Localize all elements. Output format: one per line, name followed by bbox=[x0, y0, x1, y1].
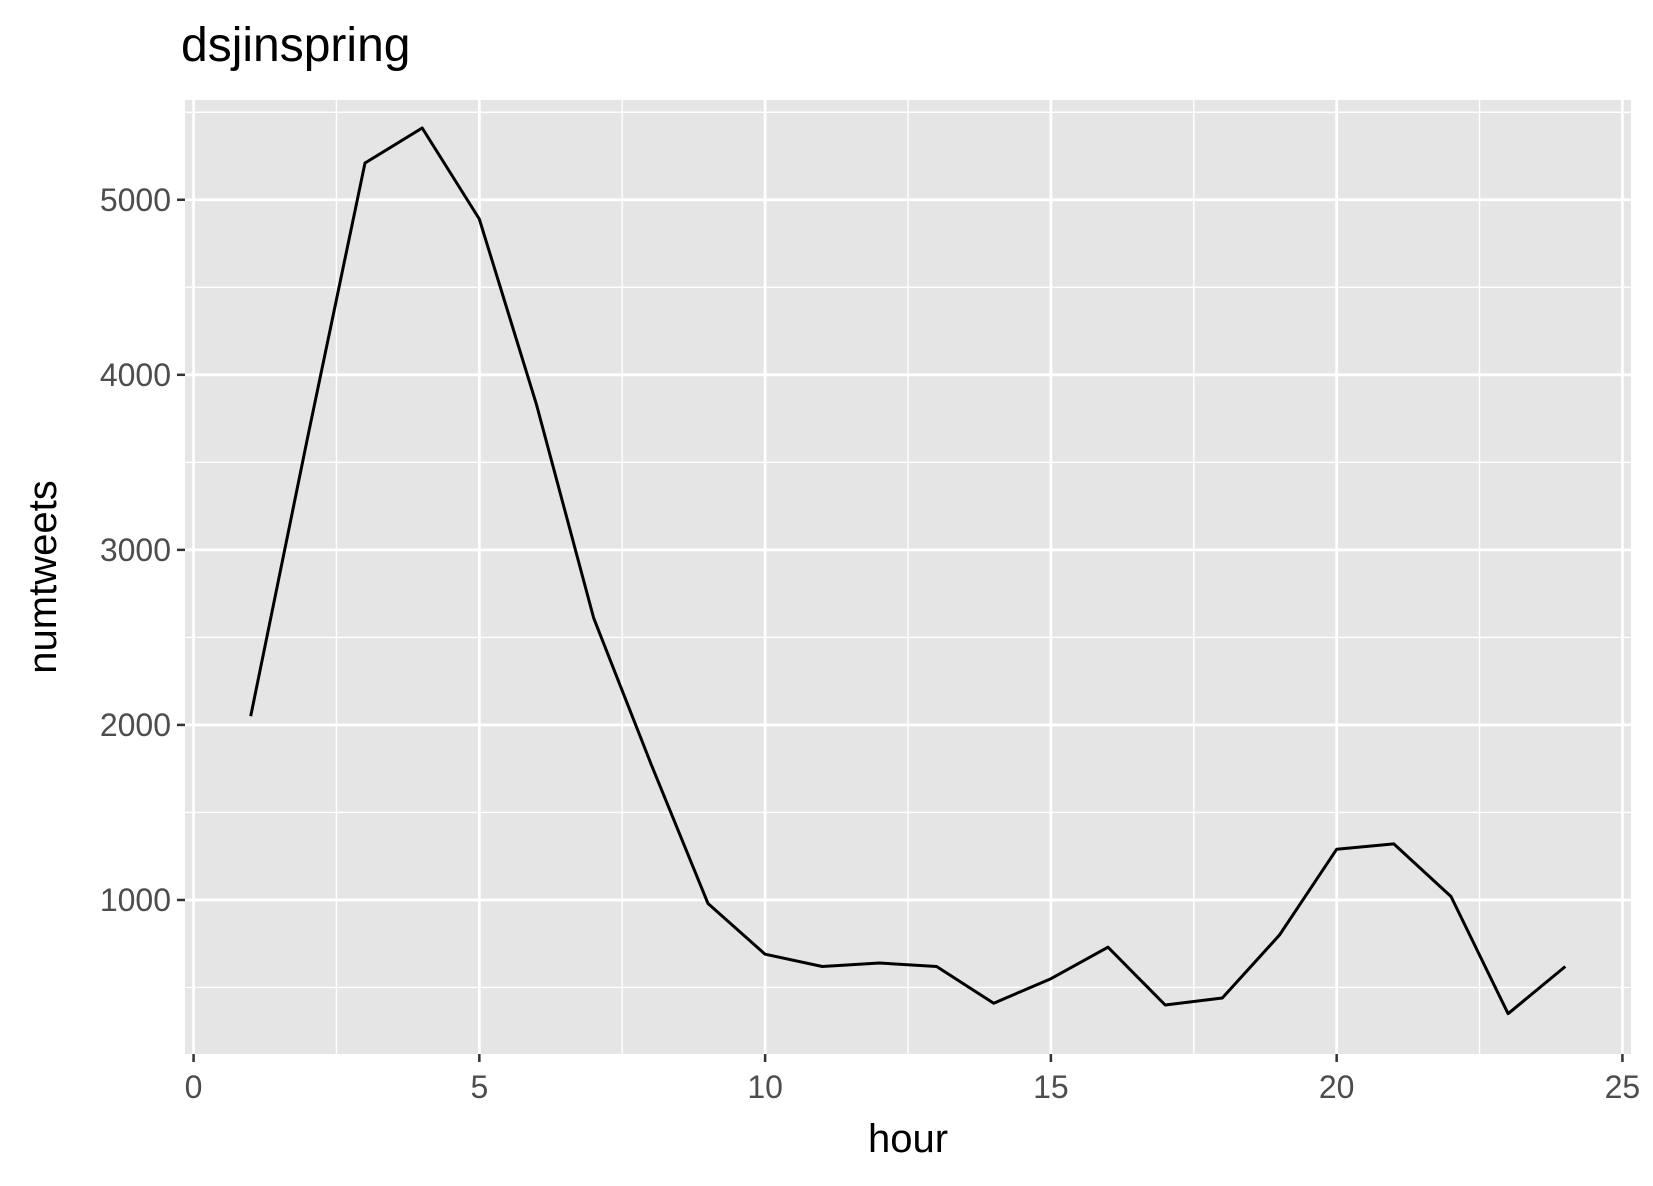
x-tick-label: 20 bbox=[1319, 1069, 1355, 1105]
y-axis-title: numtweets bbox=[21, 480, 65, 673]
x-tick-label: 0 bbox=[185, 1069, 203, 1105]
x-axis-title: hour bbox=[868, 1117, 948, 1161]
x-tick-label: 10 bbox=[747, 1069, 783, 1105]
x-tick-label: 25 bbox=[1605, 1069, 1641, 1105]
y-tick-label: 2000 bbox=[100, 707, 171, 743]
x-tick-label: 15 bbox=[1033, 1069, 1069, 1105]
minor-gridlines bbox=[185, 100, 1631, 1054]
y-axis: 1000 2000 3000 4000 5000 bbox=[100, 182, 185, 918]
major-gridlines bbox=[185, 100, 1631, 1054]
x-tick-label: 5 bbox=[470, 1069, 488, 1105]
chart-title: dsjinspring bbox=[181, 19, 410, 72]
y-tick-label: 5000 bbox=[100, 182, 171, 218]
series-line bbox=[249, 126, 1567, 1016]
y-tick-label: 4000 bbox=[100, 357, 171, 393]
y-tick-label: 3000 bbox=[100, 532, 171, 568]
x-axis: 0 5 10 15 20 25 bbox=[185, 1054, 1641, 1105]
y-tick-label: 1000 bbox=[100, 882, 171, 918]
